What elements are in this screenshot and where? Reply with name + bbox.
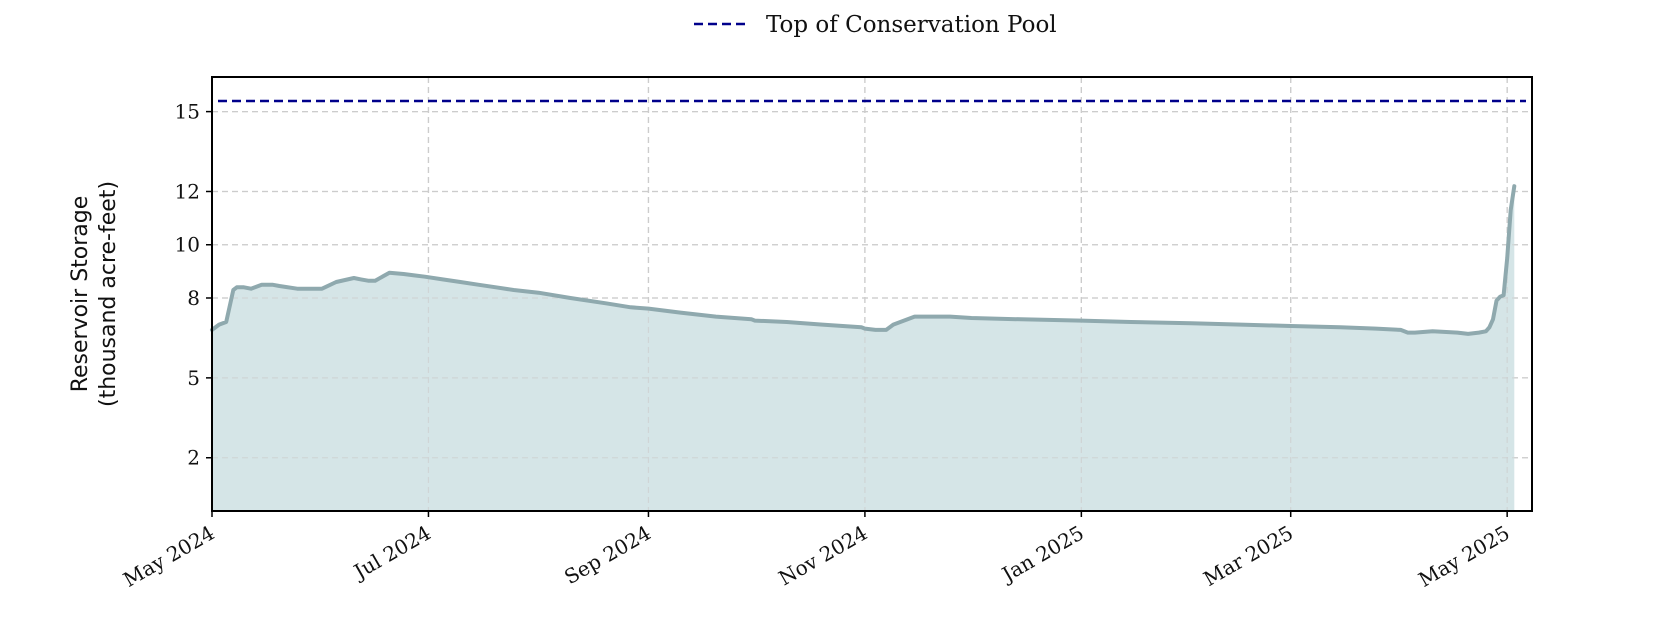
x-tick-label: Jul 2024 [348, 521, 435, 585]
y-tick-label: 5 [187, 366, 200, 390]
x-axis: May 2024 Jul 2024 Sep 2024 Nov 2024 Jan 2025… [119, 511, 1514, 592]
y-tick-label: 15 [175, 100, 200, 124]
x-tick-label: Nov 2024 [774, 521, 871, 591]
y-axis: 2 5 8 10 12 15 [175, 100, 212, 470]
y-axis-label-line-1: Reservoir Storage [68, 196, 93, 393]
y-tick-label: 10 [175, 233, 200, 257]
y-axis-label-line-2: (thousand acre-feet) [96, 181, 121, 407]
x-tick-label: Sep 2024 [560, 521, 655, 590]
storage-area-fill [212, 186, 1515, 511]
x-tick-label: Mar 2025 [1199, 521, 1297, 591]
x-tick-label: May 2025 [1414, 521, 1513, 592]
y-tick-label: 8 [187, 286, 200, 310]
storage-series-line [210, 184, 1517, 336]
legend: Top of Conservation Pool [694, 12, 1057, 38]
x-tick-label: Jan 2025 [996, 521, 1088, 588]
y-tick-label: 2 [187, 446, 200, 470]
plot-area-frame [211, 76, 1533, 512]
y-tick-label: 12 [175, 179, 200, 203]
x-tick-label: May 2024 [119, 521, 218, 592]
legend-label-conservation-pool: Top of Conservation Pool [766, 12, 1057, 38]
